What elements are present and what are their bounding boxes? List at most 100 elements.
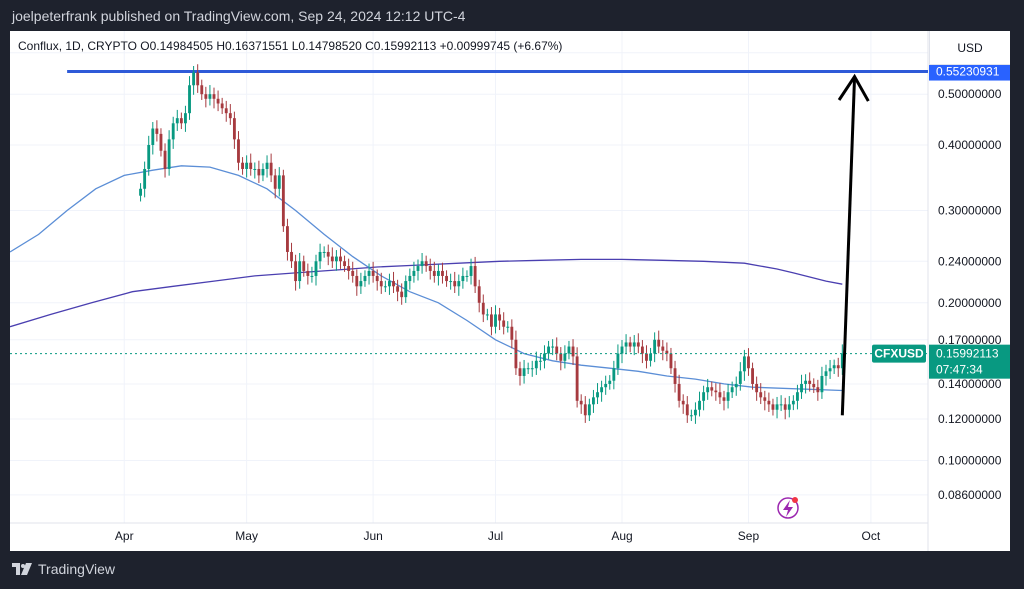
candle-body [726,392,730,401]
candle-body [392,281,395,287]
candle-body [669,353,673,369]
candle-body [759,392,763,398]
candle-body [681,400,685,405]
candle-body [330,256,334,262]
hline-price-tag [929,62,1010,81]
candle-body [432,270,436,276]
arrow-annotation[interactable] [840,76,857,416]
candle-body [747,356,750,369]
candle-body [208,94,212,99]
candle-body [653,339,657,354]
events-icon[interactable] [777,497,799,519]
candle-body [579,400,583,405]
candle-body [828,368,832,372]
candle-body [326,251,330,257]
candle-body [453,281,457,287]
candle-body [612,368,616,381]
candle-body [751,368,754,384]
candle-body [645,353,648,361]
candle-body [355,275,359,287]
candle-body [694,409,697,416]
candle-body [253,168,257,170]
candle-body [302,261,306,271]
y-tick-label: 0.40000000 [938,138,1002,152]
candle-body [543,353,546,361]
candle-body [318,251,322,262]
candle-body [567,346,571,354]
candle-body [261,168,265,176]
candle-body [551,346,555,348]
price-chart[interactable]: 0.08600000 0.10000000 0.12000000 0.14000000… [10,31,1010,551]
candle-body [718,392,722,398]
candle-body [812,383,816,388]
candle-body [510,326,514,340]
last-price-tag [929,344,1010,379]
candle-body [232,118,236,140]
candle-body [661,346,665,351]
candle-body [216,98,220,104]
symbol-tag-label: CFXUSD [874,347,924,361]
candle-body [636,342,640,347]
candle-body [139,188,142,196]
candle-body [698,400,701,410]
candle-body [600,387,604,393]
candle-body [534,360,538,369]
candle-body [294,261,298,282]
candle-body [175,118,179,124]
last-price-label: 0.15992113 [936,347,999,361]
candle-body [171,123,175,140]
candle-body [563,353,567,361]
candle-body [596,392,599,398]
currency-button[interactable]: USD [929,31,1010,65]
chart-frame[interactable]: Conflux, 1D, CRYPTO O0.14984505 H0.16371… [10,31,1010,551]
candle-body [738,371,742,384]
candle-body [245,162,249,169]
y-tick-label: 0.30000000 [938,203,1002,217]
candle-body [620,346,624,354]
tradingview-logo[interactable]: TradingView [12,561,115,577]
candle-body [816,387,820,393]
candle-body [412,270,416,276]
candle-body [273,175,277,189]
candle-body [559,353,563,361]
candle-body [367,270,371,276]
candle-body [400,291,404,298]
candle-body [155,128,159,134]
candle-body [530,368,534,370]
candle-body [428,266,432,271]
x-tick-label: Apr [115,529,134,543]
candle-body [640,346,644,354]
ohlc-legend: Conflux, 1D, CRYPTO O0.14984505 H0.16371… [18,39,563,53]
candle-body [465,275,469,277]
candle-body [257,168,261,176]
candle-body [371,270,375,276]
candle-body [808,380,812,384]
x-tick-label: Oct [862,529,881,543]
candle-body [677,383,681,401]
candle-body [624,342,628,347]
candle-body [592,397,595,405]
candle-body [298,261,302,282]
candle-body [755,383,759,393]
candle-body [473,266,477,287]
candle-body [281,175,285,227]
symbol-tag [872,344,926,363]
candle-body [241,162,244,169]
candle-body [494,314,497,327]
candle-body [632,342,636,347]
arrow-head [837,73,870,102]
candle-body [408,275,412,282]
candle-body [538,360,542,362]
tradingview-logo-icon [12,563,32,575]
candle-body [184,113,187,124]
candle-body [228,113,232,119]
candle-body [188,85,191,114]
candle-body [167,139,171,169]
candle-body [547,346,550,354]
candle-body [220,103,224,109]
candle-body [359,281,363,287]
candle-body [322,251,326,253]
candle-body [836,365,840,369]
candle-body [485,314,489,316]
candle-body [224,108,228,114]
